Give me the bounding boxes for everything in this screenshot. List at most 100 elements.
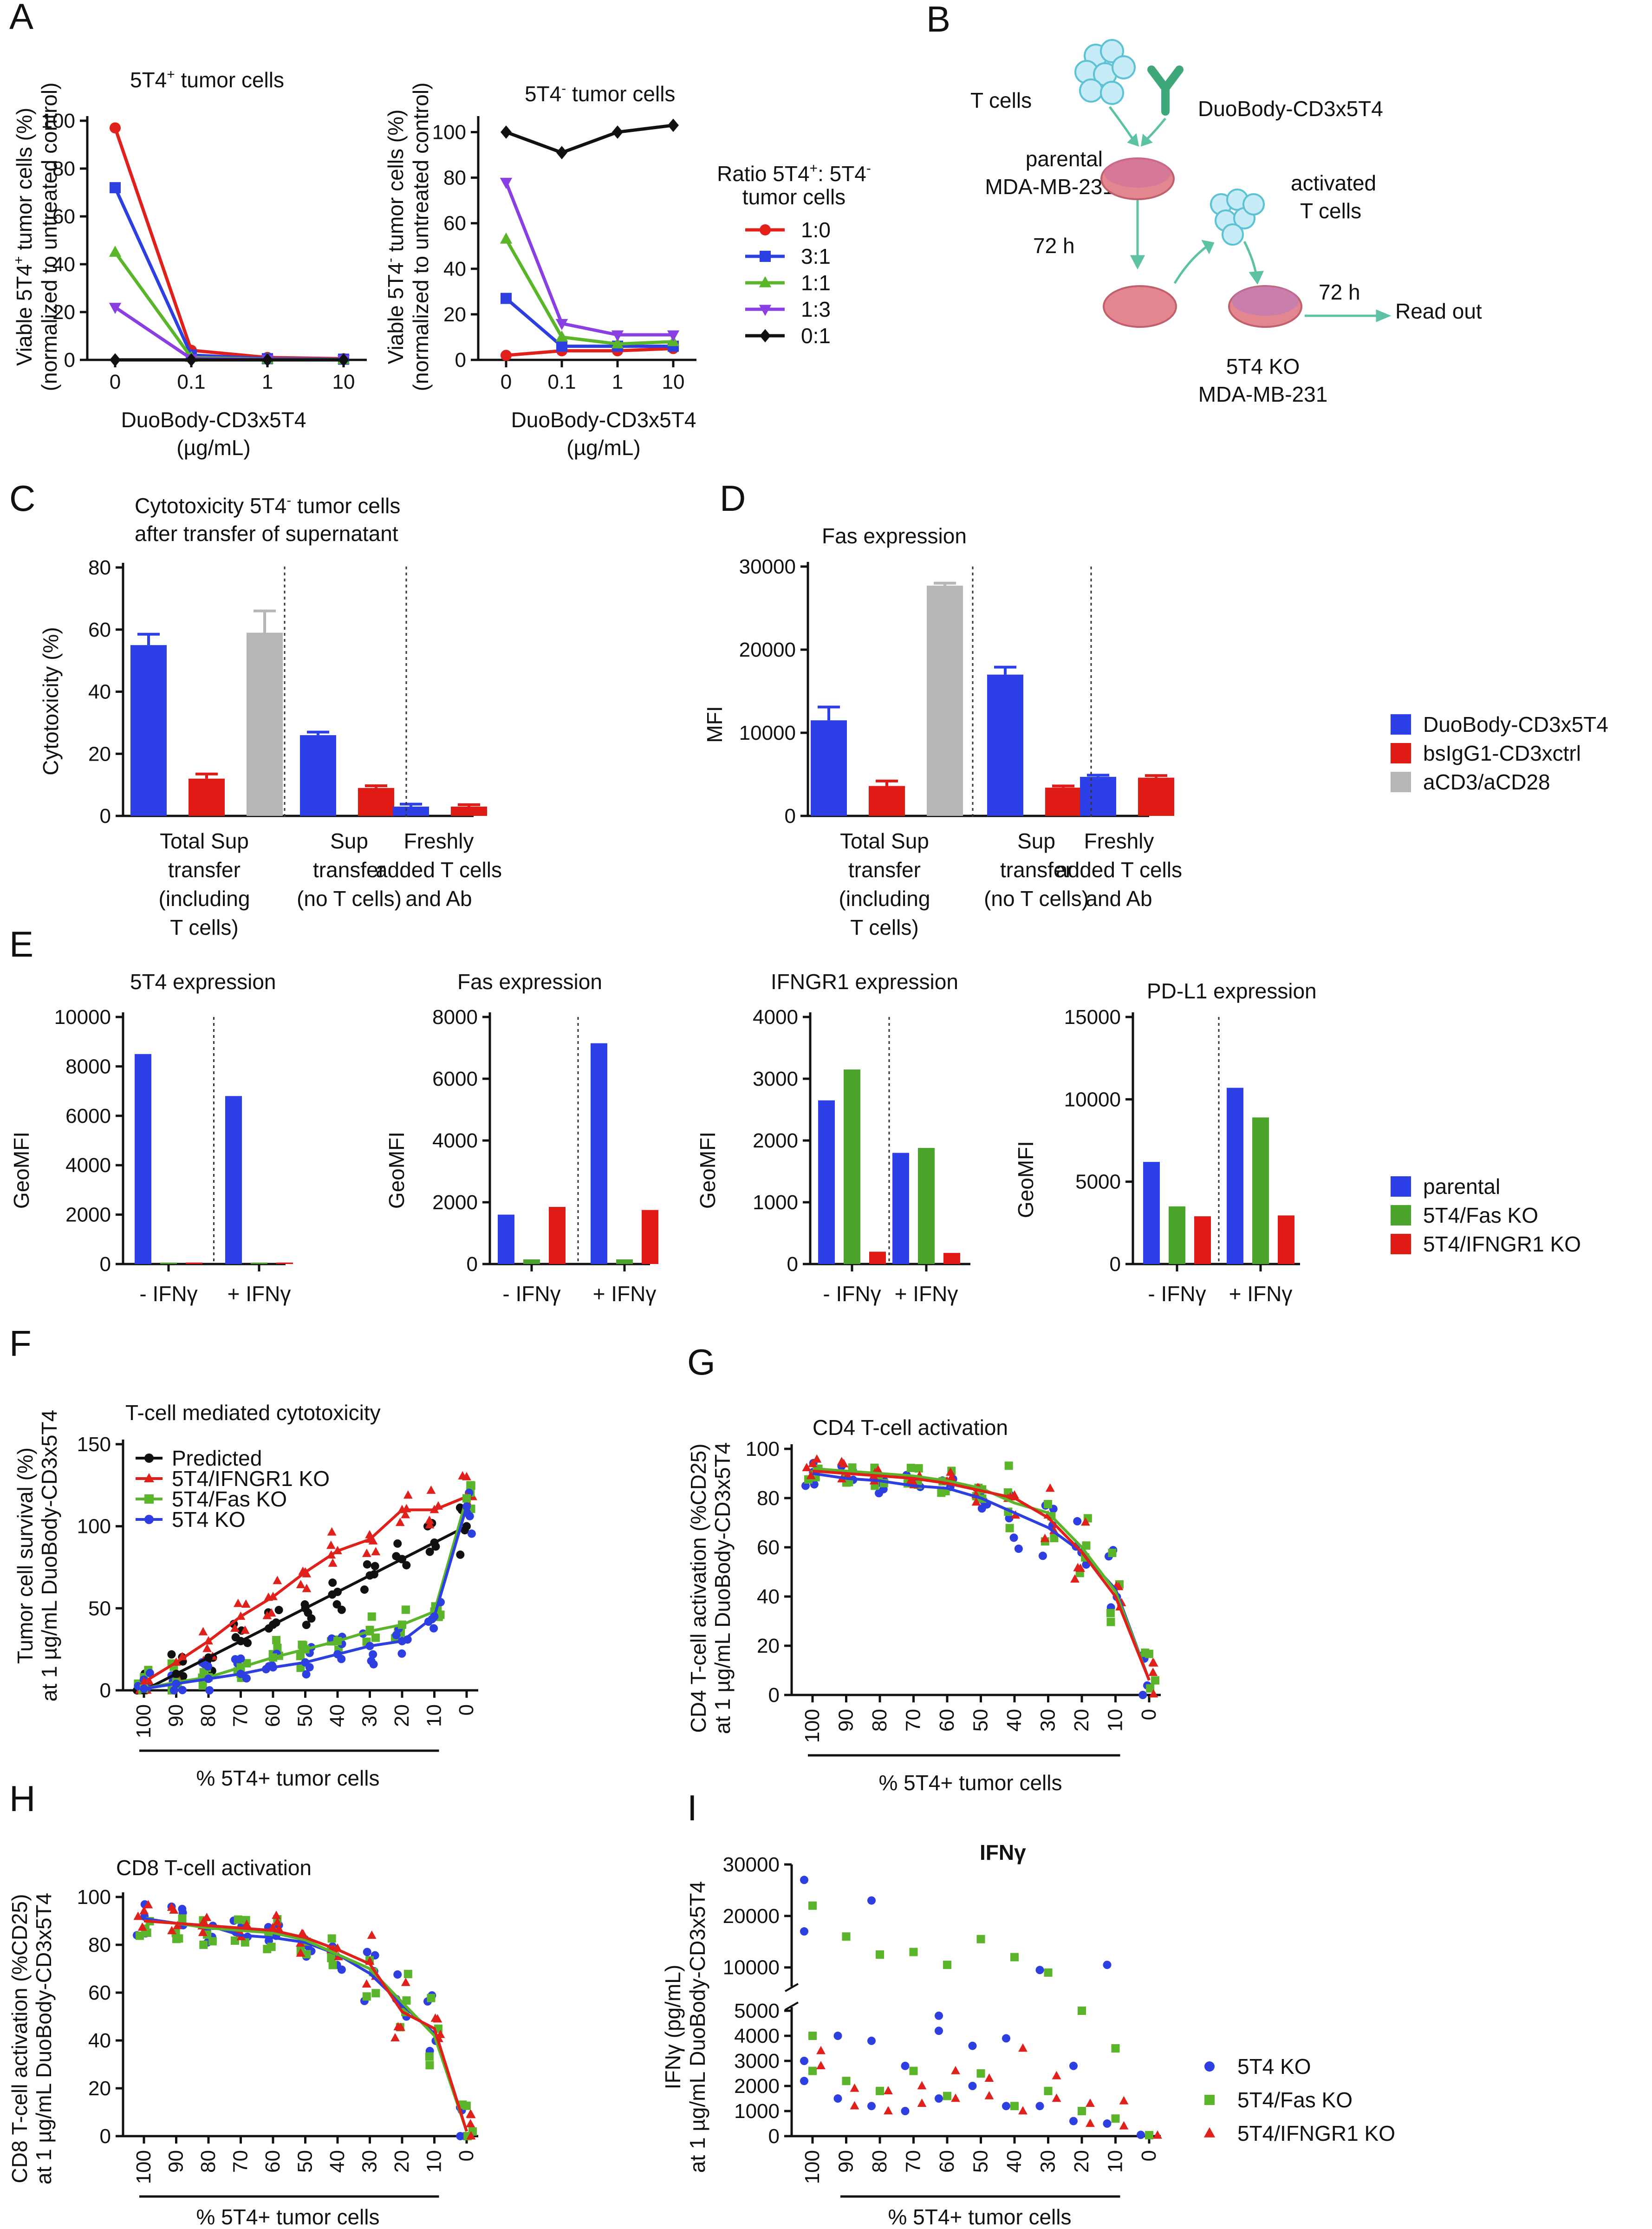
replicate-point [133, 1911, 143, 1920]
panel-e-title-1: 5T4 expression [130, 970, 276, 994]
bar [591, 1043, 607, 1264]
x-tick-label: 50 [969, 2150, 992, 2173]
data-point [867, 1896, 876, 1905]
x-tick-label: 80 [197, 2150, 220, 2173]
replicate-point [456, 2132, 465, 2140]
data-point [500, 177, 513, 189]
replicate-point [1080, 1517, 1090, 1526]
y-tick-label: 3000 [734, 2050, 780, 2073]
data-point [262, 353, 273, 367]
replicate-point [466, 1481, 475, 1490]
group-label: transfer [168, 858, 241, 882]
y-tick-label: 15000 [1064, 1006, 1121, 1029]
mean-point [301, 1604, 310, 1613]
data-point [951, 2093, 960, 2102]
bar [451, 806, 487, 816]
mean-point [269, 1663, 277, 1672]
panel-c: Cytotoxicity 5T4- tumor cells after tran… [39, 493, 502, 939]
data-point [909, 1948, 918, 1956]
y-tick-label: 150 [77, 1433, 111, 1456]
replicate-point [233, 1598, 243, 1607]
panel-e-title-2: Fas expression [457, 970, 602, 994]
replicate-point [403, 1969, 412, 1978]
data-point [501, 293, 512, 304]
panel-b-ko-label-2: MDA-MB-231 [1198, 382, 1328, 406]
data-point [555, 319, 568, 330]
data-point [850, 2101, 859, 2110]
data-point [1010, 2102, 1019, 2111]
bar [869, 1251, 886, 1264]
bar [549, 1206, 566, 1264]
replicate-point [327, 1954, 336, 1962]
y-tick-label: 2000 [753, 1129, 798, 1152]
group-label: transfer [1000, 858, 1073, 882]
replicate-point [328, 1558, 338, 1567]
mean-point [268, 1591, 278, 1600]
replicate-point [302, 1621, 311, 1629]
y-tick-label: 60 [52, 205, 75, 228]
replicate-point [205, 1686, 214, 1695]
panel-e-ylabel-2: GeoMFI [384, 1132, 409, 1209]
y-tick-label: 6000 [65, 1105, 111, 1128]
replicate-point [167, 1902, 176, 1911]
replicate-point [427, 1994, 436, 2002]
legend-label: bsIgG1-CD3xctrl [1423, 741, 1581, 765]
data-point [1010, 1953, 1019, 1962]
replicate-point [136, 1931, 144, 1940]
mean-point [333, 1588, 342, 1596]
group-label: (no T cells) [297, 886, 402, 911]
mean-point [171, 1657, 181, 1666]
replicate-point [302, 1584, 312, 1592]
panel-letter-i: I [687, 1787, 697, 1828]
data-point [800, 2077, 808, 2086]
replicate-point [332, 1600, 341, 1609]
replicate-point [173, 1921, 182, 1929]
group-label: Total Sup [840, 829, 929, 853]
y-tick-label: 0 [768, 2125, 780, 2148]
replicate-point [401, 1605, 410, 1614]
replicate-point [947, 1472, 956, 1481]
panel-a-left-title: 5T4+ tumor cells [130, 67, 284, 92]
data-point [1086, 2118, 1095, 2127]
mean-point [398, 1555, 406, 1564]
replicate-point [393, 1970, 402, 1979]
x-tick-label: 100 [132, 1704, 155, 1738]
y-tick-label: 0 [768, 1684, 780, 1707]
data-point [1111, 2044, 1120, 2053]
data-point [867, 2036, 876, 2045]
mean-point [236, 1611, 246, 1620]
x-tick-label: 80 [197, 1704, 220, 1727]
x-tick-label: 30 [358, 1704, 381, 1727]
x-tick-label: 10 [423, 2150, 446, 2173]
replicate-point [302, 1670, 311, 1679]
panel-b-duobody: DuoBody-CD3x5T4 [1198, 97, 1383, 121]
data-point [808, 2032, 817, 2040]
data-point [1035, 2102, 1044, 2111]
panel-e-title-4: PD-L1 expression [1147, 979, 1317, 1003]
x-tick-label: 0 [501, 371, 512, 393]
replicate-point [1073, 1563, 1083, 1571]
panel-letter-e: E [9, 924, 33, 965]
replicate-point [273, 1917, 282, 1926]
bar [300, 735, 336, 816]
replicate-point [208, 1937, 217, 1946]
x-tick-label: 20 [390, 2150, 413, 2173]
replicate-point [1106, 1609, 1115, 1617]
x-tick-label: 1 [262, 371, 273, 393]
replicate-point [234, 1915, 242, 1924]
y-tick-label: 50 [88, 1597, 111, 1620]
x-tick-label: 70 [229, 2150, 252, 2173]
mean-line [143, 1919, 468, 2132]
data-point [943, 1961, 951, 1969]
panel-h-title: CD8 T-cell activation [116, 1856, 312, 1880]
bar [927, 586, 963, 816]
replicate-point [267, 1942, 276, 1951]
series-line [504, 238, 674, 346]
group-label: Sup [1017, 829, 1055, 853]
data-point [1111, 2114, 1120, 2123]
replicate-point [466, 2109, 475, 2118]
bar [1080, 776, 1116, 816]
mean-point [397, 1505, 407, 1513]
bar [225, 1096, 242, 1264]
